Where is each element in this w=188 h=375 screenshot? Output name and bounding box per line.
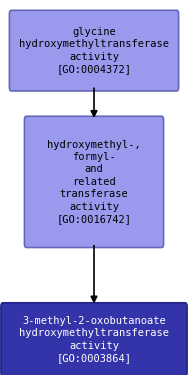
FancyBboxPatch shape bbox=[24, 116, 164, 248]
FancyBboxPatch shape bbox=[1, 303, 187, 375]
FancyBboxPatch shape bbox=[9, 10, 179, 91]
Text: hydroxymethyl-,
formyl-
and
related
transferase
activity
[GO:0016742]: hydroxymethyl-, formyl- and related tran… bbox=[47, 140, 141, 224]
Text: 3-methyl-2-oxobutanoate
hydroxymethyltransferase
activity
[GO:0003864]: 3-methyl-2-oxobutanoate hydroxymethyltra… bbox=[19, 316, 169, 363]
Text: glycine
hydroxymethyltransferase
activity
[GO:0004372]: glycine hydroxymethyltransferase activit… bbox=[19, 27, 169, 74]
